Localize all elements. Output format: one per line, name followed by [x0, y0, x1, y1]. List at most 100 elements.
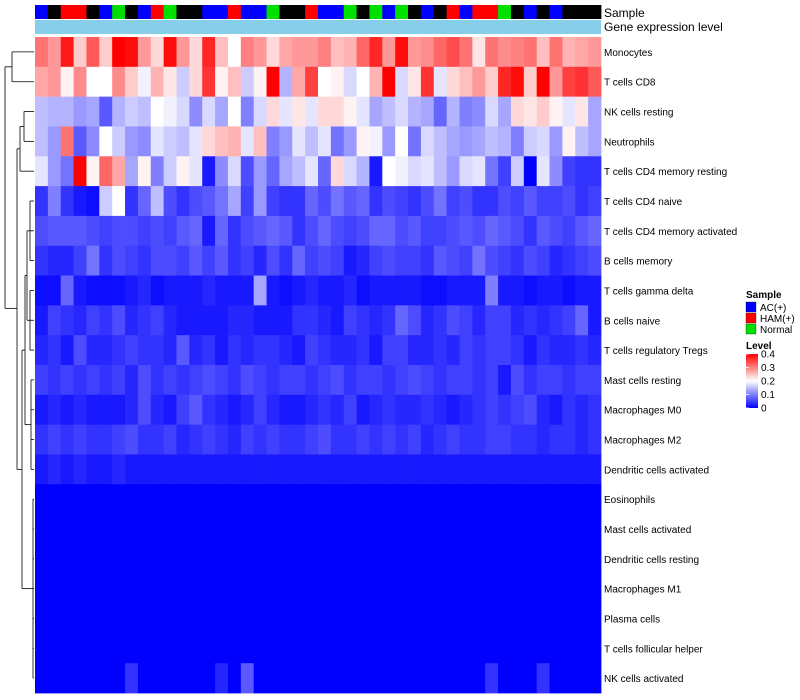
heatmap-cell [240, 96, 255, 127]
heatmap-cell [189, 454, 203, 485]
heatmap-cell [382, 633, 396, 664]
heatmap-cell [227, 305, 242, 336]
heatmap-cell [305, 215, 319, 247]
heatmap-cell [318, 663, 332, 694]
heatmap-cell [202, 543, 216, 575]
heatmap-cell [125, 96, 139, 127]
heatmap-cell [150, 215, 165, 247]
legend-tick-label: 0.2 [761, 377, 775, 388]
heatmap-cell [498, 156, 512, 187]
heatmap-cell [356, 454, 370, 485]
heatmap-cell [369, 484, 383, 515]
heatmap-cell [446, 424, 460, 455]
heatmap-cell [510, 454, 525, 485]
heatmap-cell [408, 186, 422, 217]
heatmap-cell [330, 663, 345, 694]
heatmap-cell [330, 454, 345, 485]
sample-annotation-cell [150, 5, 165, 19]
heatmap-cell [215, 365, 229, 396]
heatmap-cell [356, 126, 370, 157]
sample-annotation-cell [588, 5, 602, 19]
heatmap-cell [137, 126, 152, 157]
heatmap-cell [176, 66, 190, 98]
heatmap-cell [86, 245, 100, 276]
heatmap-cell [253, 484, 267, 515]
heatmap-cell [369, 454, 383, 485]
heatmap-cell [510, 603, 525, 634]
heatmap-cell [588, 573, 602, 604]
heatmap-cell [137, 215, 152, 247]
heatmap-cell [575, 454, 589, 485]
heatmap-cell [266, 424, 280, 455]
heatmap-cell [240, 663, 255, 694]
sample-annotation-cell [86, 5, 100, 19]
heatmap-cell [73, 543, 87, 575]
heatmap-cell [163, 37, 177, 68]
heatmap-cell [163, 335, 177, 366]
sample-annotation-cell [420, 5, 435, 19]
heatmap-cell [292, 245, 306, 276]
heatmap-cell [408, 394, 422, 426]
sample-annotation-cell [330, 5, 345, 19]
heatmap-cell [523, 573, 538, 604]
heatmap-cell [562, 96, 576, 127]
heatmap-cell [536, 66, 550, 98]
heatmap-cell [176, 335, 190, 366]
heatmap-cell [562, 126, 576, 157]
heatmap-cell [523, 215, 538, 247]
heatmap-cell [305, 245, 319, 276]
heatmap-cell [137, 96, 152, 127]
heatmap-cell [125, 335, 139, 366]
heatmap-cell [459, 37, 473, 68]
row-label: Eosinophils [604, 495, 655, 506]
heatmap-cell [472, 603, 486, 634]
heatmap-cell [549, 186, 563, 217]
legend-label: Normal [760, 325, 792, 336]
heatmap-cell [86, 663, 100, 694]
heatmap-cell [253, 454, 267, 485]
heatmap-cell [536, 305, 550, 336]
heatmap-cell [369, 37, 383, 68]
heatmap-cell [189, 663, 203, 694]
heatmap-cell [588, 96, 602, 127]
heatmap-cell [60, 484, 74, 515]
sample-annotation-cell [176, 5, 190, 19]
heatmap-cell [73, 66, 87, 98]
heatmap-cell [202, 245, 216, 276]
heatmap-cell [47, 514, 62, 545]
heatmap-cell [240, 66, 255, 98]
heatmap-cell [498, 245, 512, 276]
heatmap-cell [395, 156, 409, 187]
heatmap-cell [330, 394, 345, 426]
heatmap-cell [575, 663, 589, 694]
heatmap-cell [86, 156, 100, 187]
heatmap-cell [240, 215, 255, 247]
heatmap-cell [253, 663, 267, 694]
heatmap-cell [112, 663, 126, 694]
heatmap-cell [125, 275, 139, 306]
heatmap-cell [330, 514, 345, 545]
heatmap-cell [112, 543, 126, 575]
heatmap-cell [408, 66, 422, 98]
heatmap-cell [35, 543, 49, 575]
heatmap-cell [433, 186, 448, 217]
heatmap-cell [266, 514, 280, 545]
heatmap-cell [408, 543, 422, 575]
heatmap-cell [60, 633, 74, 664]
heatmap-cell [330, 245, 345, 276]
heatmap-cell [536, 424, 550, 455]
heatmap-cell [318, 215, 332, 247]
heatmap-cell [356, 484, 370, 515]
heatmap-cell [150, 365, 165, 396]
heatmap-cell [330, 335, 345, 366]
heatmap-cell [356, 514, 370, 545]
heatmap-cell [459, 514, 473, 545]
heatmap-cell [35, 514, 49, 545]
heatmap-cell [330, 603, 345, 634]
heatmap-cell [227, 633, 242, 664]
heatmap-cell [433, 394, 448, 426]
heatmap-cell [150, 603, 165, 634]
heatmap-cell [510, 335, 525, 366]
heatmap-cell [47, 215, 62, 247]
heatmap-cell [137, 305, 152, 336]
